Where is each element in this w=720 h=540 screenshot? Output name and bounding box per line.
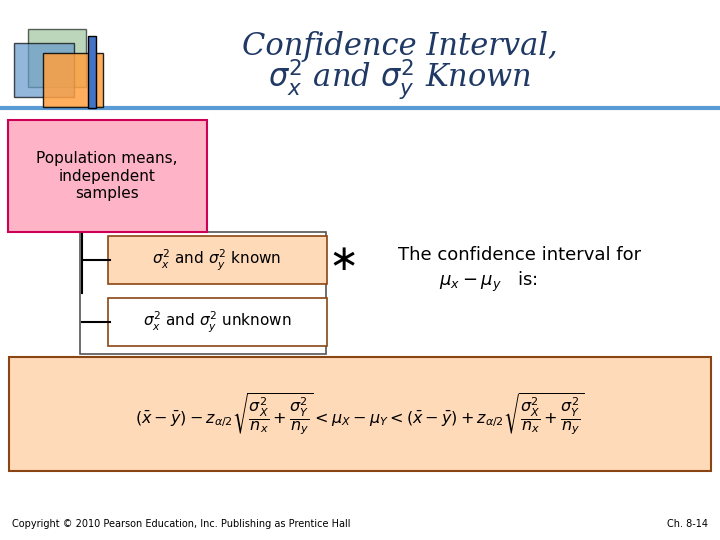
Text: $\sigma_x^2$ and $\sigma_y^2$ unknown: $\sigma_x^2$ and $\sigma_y^2$ unknown [143, 309, 292, 335]
Text: $\ast$: $\ast$ [328, 243, 356, 277]
Text: Population means,
independent
samples: Population means, independent samples [36, 151, 178, 201]
FancyBboxPatch shape [88, 36, 96, 108]
FancyBboxPatch shape [108, 236, 327, 284]
FancyBboxPatch shape [9, 357, 711, 471]
Text: $(\bar{x}-\bar{y})-z_{\alpha/2}\sqrt{\dfrac{\sigma_X^2}{n_x}+\dfrac{\sigma_Y^2}{: $(\bar{x}-\bar{y})-z_{\alpha/2}\sqrt{\df… [135, 391, 585, 437]
FancyBboxPatch shape [28, 29, 86, 87]
Text: Ch. 8-14: Ch. 8-14 [667, 519, 708, 529]
FancyBboxPatch shape [108, 298, 327, 346]
Text: The confidence interval for: The confidence interval for [398, 246, 642, 264]
Text: Copyright © 2010 Pearson Education, Inc. Publishing as Prentice Hall: Copyright © 2010 Pearson Education, Inc.… [12, 519, 351, 529]
FancyBboxPatch shape [43, 53, 103, 107]
Text: $\mu_x - \mu_y$   is:: $\mu_x - \mu_y$ is: [438, 270, 537, 294]
Text: $\sigma_x^2$ and $\sigma_y^2$ Known: $\sigma_x^2$ and $\sigma_y^2$ Known [269, 58, 531, 103]
FancyBboxPatch shape [8, 120, 207, 232]
Text: $\sigma_x^2$ and $\sigma_y^2$ known: $\sigma_x^2$ and $\sigma_y^2$ known [153, 247, 282, 273]
Text: Confidence Interval,: Confidence Interval, [242, 31, 558, 63]
FancyBboxPatch shape [14, 43, 74, 97]
